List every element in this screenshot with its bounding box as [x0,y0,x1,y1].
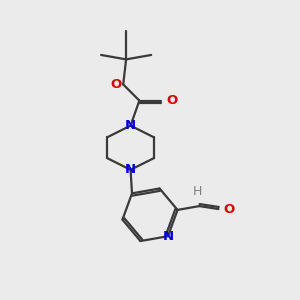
Text: N: N [125,163,136,176]
Text: H: H [193,185,203,198]
Text: O: O [224,202,235,215]
Text: N: N [162,230,173,243]
Text: O: O [167,94,178,107]
Text: O: O [110,78,122,91]
Text: N: N [125,119,136,132]
